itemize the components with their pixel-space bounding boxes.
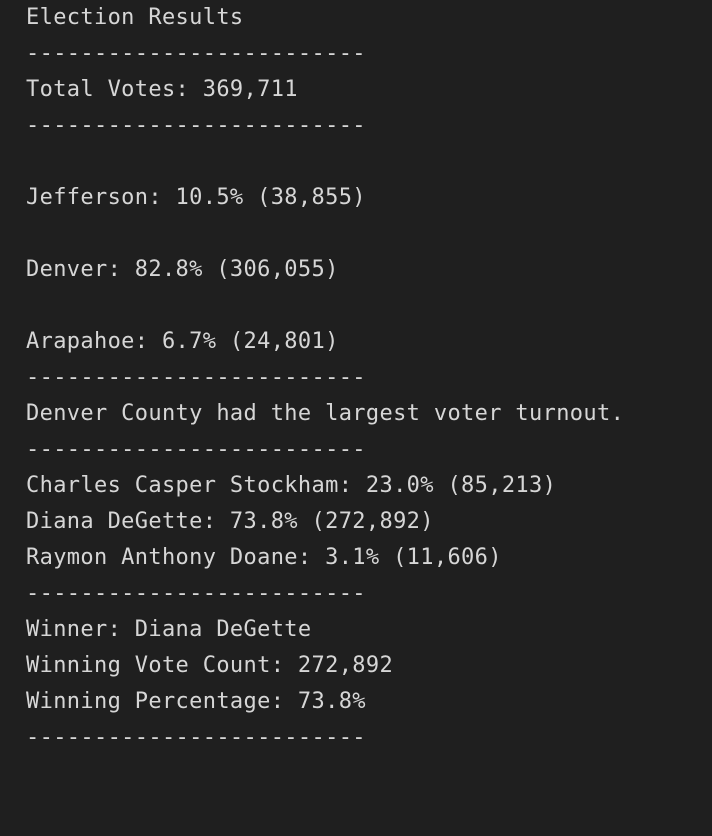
candidate-result-doane: Raymon Anthony Doane: 3.1% (11,606)	[26, 545, 502, 570]
divider: -------------------------	[26, 437, 366, 462]
county-result-arapahoe: Arapahoe: 6.7% (24,801)	[26, 329, 339, 354]
winning-vote-count: Winning Vote Count: 272,892	[26, 653, 394, 678]
divider: -------------------------	[26, 113, 366, 138]
county-result-denver: Denver: 82.8% (306,055)	[26, 257, 339, 282]
divider: -------------------------	[26, 581, 366, 606]
largest-county-turnout: Denver County had the largest voter turn…	[26, 401, 625, 426]
winning-percentage: Winning Percentage: 73.8%	[26, 689, 366, 714]
results-title: Election Results	[26, 5, 244, 30]
total-votes: Total Votes: 369,711	[26, 77, 298, 102]
candidate-result-stockham: Charles Casper Stockham: 23.0% (85,213)	[26, 473, 557, 498]
candidate-result-degette: Diana DeGette: 73.8% (272,892)	[26, 509, 434, 534]
divider: -------------------------	[26, 725, 366, 750]
winner: Winner: Diana DeGette	[26, 617, 312, 642]
county-result-jefferson: Jefferson: 10.5% (38,855)	[26, 185, 366, 210]
divider: -------------------------	[26, 365, 366, 390]
divider: -------------------------	[26, 41, 366, 66]
